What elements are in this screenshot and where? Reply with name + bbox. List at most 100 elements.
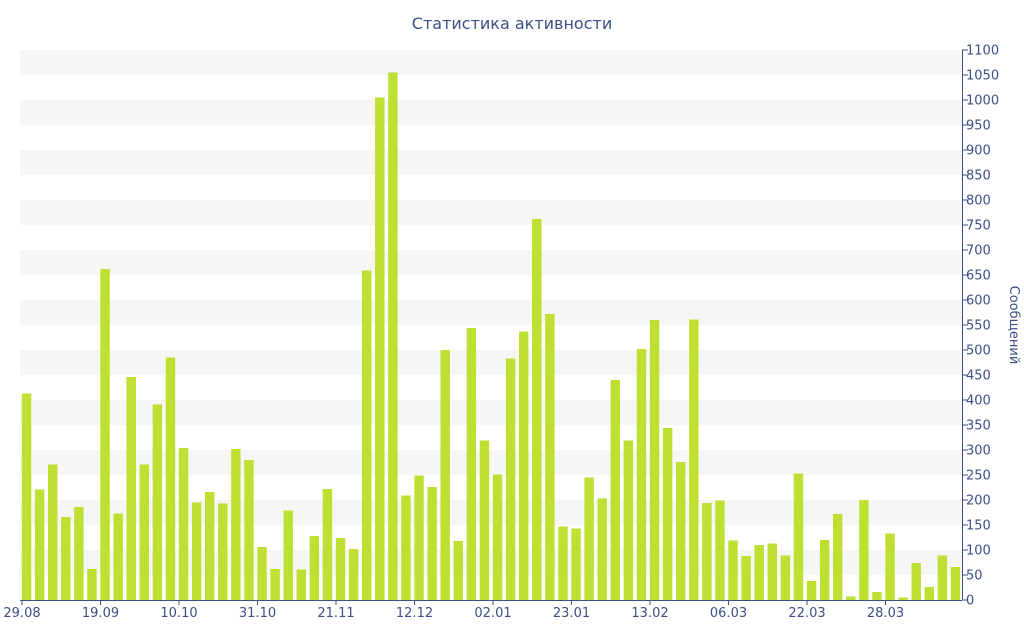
bar — [689, 319, 699, 600]
bar — [885, 533, 895, 600]
y-tick-label: 850 — [966, 169, 991, 184]
bar — [152, 404, 163, 600]
y-tick-label: 650 — [966, 269, 991, 284]
bar — [610, 380, 621, 600]
bar — [21, 393, 32, 600]
x-tick-label: 22.03 — [788, 606, 825, 621]
y-tick-label: 950 — [966, 119, 991, 134]
y-tick-label: 250 — [966, 469, 991, 484]
bar — [898, 597, 908, 600]
bar — [479, 440, 490, 600]
bar — [832, 514, 843, 600]
chart-title: Статистика активности — [411, 14, 613, 33]
bar — [414, 475, 424, 600]
bar — [283, 510, 293, 600]
bar — [937, 555, 948, 600]
bar — [165, 357, 176, 600]
y-tick-label: 1000 — [966, 94, 999, 109]
bar — [427, 487, 437, 600]
grid-band — [20, 300, 962, 325]
bar — [872, 592, 882, 600]
bar — [191, 502, 202, 600]
bar — [335, 538, 346, 600]
y-tick-label: 0 — [966, 594, 974, 609]
bar — [87, 569, 97, 600]
x-tick-label: 28.03 — [867, 606, 904, 621]
bar — [361, 270, 372, 600]
grid-band — [20, 250, 962, 275]
bar — [911, 563, 921, 600]
grid-band — [20, 50, 962, 75]
bar — [924, 587, 935, 600]
bar — [532, 219, 542, 600]
bar — [113, 513, 123, 600]
bar — [401, 495, 411, 600]
y-tick-label: 800 — [966, 194, 991, 209]
x-tick-label: 02.01 — [474, 606, 511, 621]
bar — [257, 547, 267, 600]
bar — [218, 503, 228, 600]
bar — [178, 448, 189, 600]
y-tick-label: 500 — [966, 344, 991, 359]
bar — [74, 507, 84, 600]
y-tick-label: 150 — [966, 519, 991, 534]
grid-band — [20, 500, 962, 525]
grid-band — [20, 100, 962, 125]
bar — [950, 567, 961, 600]
bar — [388, 72, 398, 600]
x-tick-label: 06.03 — [710, 606, 747, 621]
bar — [322, 489, 333, 600]
bar — [296, 569, 307, 600]
bar — [846, 596, 856, 600]
bar — [636, 349, 647, 600]
bar — [702, 503, 712, 600]
grid-band — [20, 350, 962, 375]
bar — [518, 331, 529, 600]
bar — [139, 464, 150, 600]
bar — [662, 428, 673, 600]
bar — [505, 358, 516, 600]
x-tick-label: 23.01 — [553, 606, 590, 621]
x-tick-label: 19.09 — [82, 606, 119, 621]
y-tick-label: 900 — [966, 144, 991, 159]
bar — [859, 500, 869, 600]
bar — [440, 350, 450, 600]
bar — [375, 97, 385, 600]
bar — [270, 569, 280, 600]
grid-band — [20, 150, 962, 175]
bar — [231, 449, 241, 600]
y-tick-label: 700 — [966, 244, 991, 259]
bar — [204, 492, 215, 600]
bar — [61, 517, 71, 600]
y-tick-label: 300 — [966, 444, 991, 459]
bar — [728, 540, 738, 600]
bar — [819, 540, 830, 600]
bar — [571, 528, 581, 600]
bar — [309, 536, 320, 600]
y-tick-label: 450 — [966, 369, 991, 384]
x-tick-label: 29.08 — [3, 606, 40, 621]
bar — [584, 477, 594, 600]
bar — [780, 555, 791, 600]
bar — [754, 545, 764, 600]
x-tick-label: 10.10 — [160, 606, 197, 621]
bar — [34, 489, 45, 600]
y-tick-label: 750 — [966, 219, 991, 234]
grid-band — [20, 400, 962, 425]
bar — [767, 543, 778, 600]
grid-band — [20, 200, 962, 225]
bar — [675, 462, 686, 600]
bar — [492, 474, 503, 600]
y-tick-label: 50 — [966, 569, 983, 584]
y-tick-label: 600 — [966, 294, 991, 309]
bar — [244, 460, 254, 600]
bar — [806, 581, 817, 600]
bar — [453, 541, 464, 600]
bar — [793, 473, 804, 600]
x-tick-label: 13.02 — [631, 606, 668, 621]
bar — [100, 269, 110, 600]
bar — [715, 500, 725, 600]
grid-band — [20, 450, 962, 475]
x-tick-label: 31.10 — [239, 606, 276, 621]
